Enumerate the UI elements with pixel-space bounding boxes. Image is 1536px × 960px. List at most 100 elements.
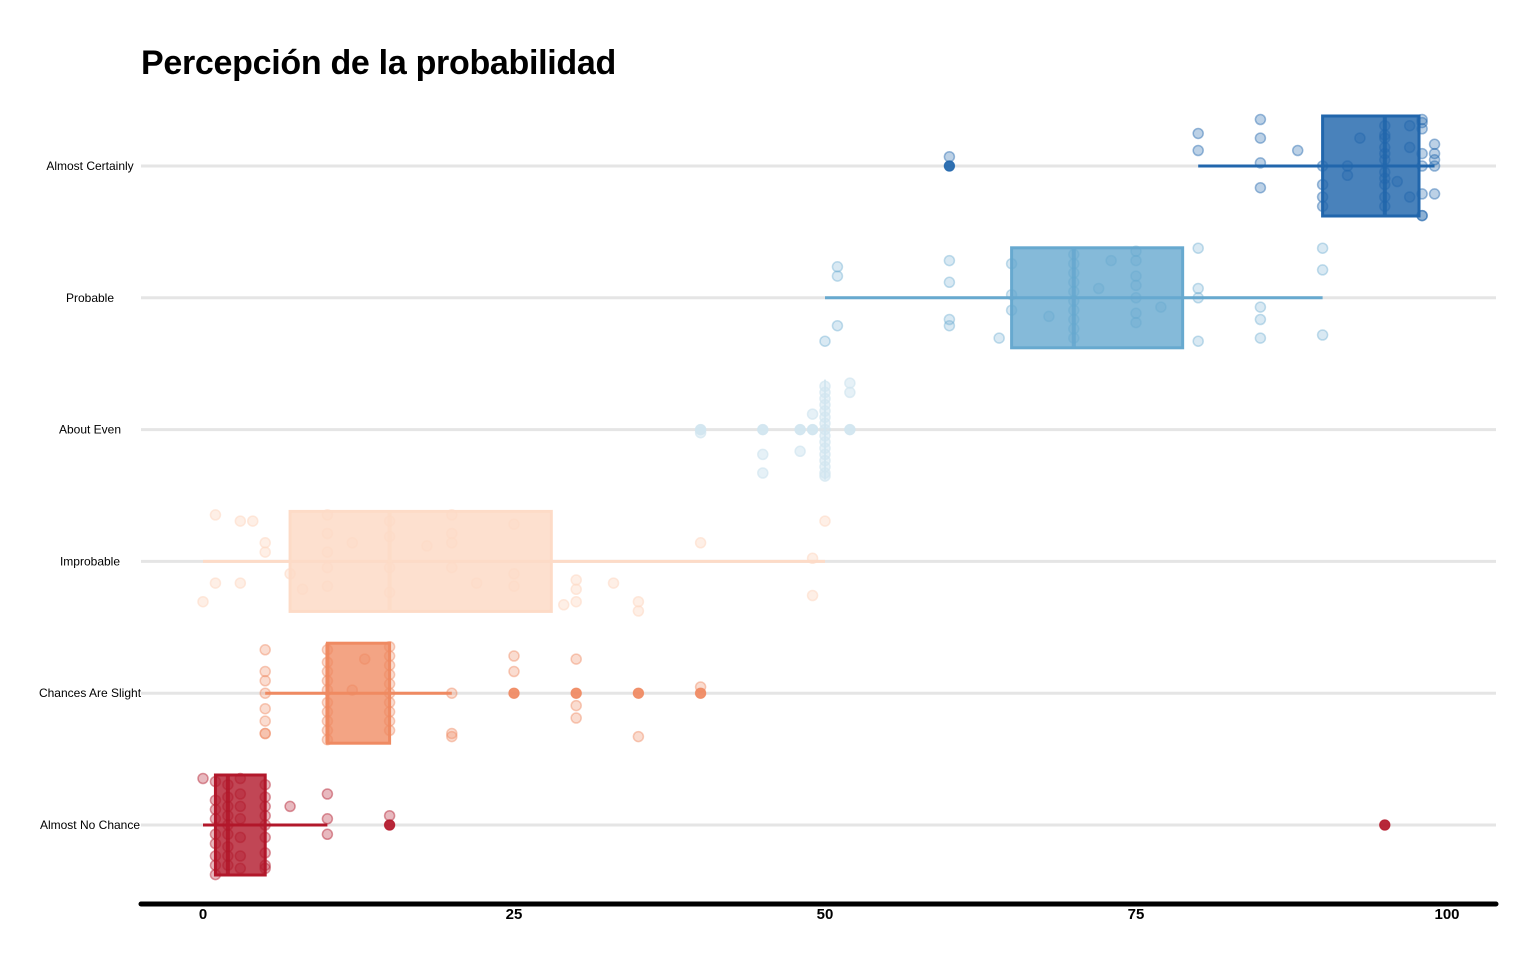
point-chances-are-slight [321, 724, 334, 737]
point-probable [1068, 276, 1080, 289]
point-almost-certainly [1428, 138, 1441, 151]
point-chances-are-slight [321, 675, 334, 687]
point-almost-no-chance [259, 831, 271, 844]
point-almost-no-chance [234, 772, 247, 785]
point-chances-are-slight [259, 644, 271, 656]
point-almost-certainly [1416, 113, 1428, 126]
point-probable [1068, 304, 1080, 316]
point-almost-no-chance [222, 859, 234, 872]
point-chances-are-slight [632, 730, 645, 743]
point-chances-are-slight [321, 733, 334, 746]
point-almost-no-chance [209, 828, 222, 841]
outlier-about-even [757, 424, 769, 436]
point-almost-no-chance [259, 791, 271, 803]
point-improbable [806, 552, 819, 565]
point-almost-no-chance [234, 813, 247, 825]
point-probable [1068, 323, 1080, 335]
point-about-even [806, 408, 819, 420]
category-label-almost-certainly: Almost Certainly [46, 159, 133, 173]
point-improbable [321, 580, 334, 592]
point-improbable [383, 561, 396, 574]
point-almost-certainly [1416, 116, 1428, 129]
point-almost-no-chance [209, 803, 222, 816]
point-almost-no-chance [222, 840, 234, 853]
outlier-almost-certainly [943, 160, 955, 172]
point-improbable [321, 561, 334, 574]
chart-title: Percepción de la probabilidad [141, 44, 616, 82]
point-chances-are-slight [383, 715, 396, 727]
point-improbable [694, 537, 707, 549]
point-chances-are-slight [383, 706, 396, 718]
point-probable [1316, 242, 1329, 254]
point-probable [943, 313, 956, 326]
point-probable [1068, 285, 1080, 298]
point-almost-no-chance [259, 859, 271, 872]
point-improbable [558, 599, 570, 611]
point-improbable [508, 568, 520, 580]
point-chances-are-slight [383, 668, 396, 681]
point-probable [943, 319, 956, 332]
point-almost-no-chance [284, 800, 296, 813]
point-chances-are-slight [570, 699, 582, 712]
point-improbable [607, 577, 620, 589]
point-chances-are-slight [570, 653, 582, 665]
point-improbable [421, 540, 433, 552]
box-almost-no-chance [213, 773, 267, 877]
point-chances-are-slight [321, 656, 334, 668]
point-almost-certainly [1341, 160, 1354, 172]
point-almost-certainly [1379, 119, 1391, 132]
x-tick-label: 50 [817, 906, 834, 923]
x-tick-label: 75 [1128, 906, 1145, 923]
series-layer [197, 113, 1441, 881]
box-improbable [288, 509, 553, 613]
point-almost-no-chance [321, 813, 334, 825]
point-almost-no-chance [234, 800, 247, 813]
point-probable [831, 319, 844, 332]
point-chances-are-slight [321, 644, 334, 656]
point-almost-certainly [1316, 178, 1329, 191]
point-almost-certainly [1416, 147, 1428, 160]
point-almost-certainly [1428, 147, 1441, 160]
point-almost-certainly [1316, 160, 1329, 172]
point-almost-no-chance [234, 850, 247, 862]
point-almost-no-chance [321, 828, 334, 841]
point-improbable [197, 595, 209, 608]
point-almost-certainly [1379, 129, 1391, 141]
point-almost-certainly [1403, 191, 1416, 203]
point-probable [1005, 304, 1018, 316]
point-almost-certainly [1403, 141, 1416, 154]
point-almost-no-chance [209, 868, 222, 881]
point-almost-certainly [1254, 113, 1267, 126]
point-almost-certainly [1416, 209, 1428, 222]
point-probable [1130, 254, 1142, 267]
point-about-even [844, 386, 856, 399]
series-chances-are-slight [259, 640, 707, 746]
outlier-chances-are-slight [695, 687, 707, 699]
point-probable [1068, 248, 1080, 261]
box-almost-certainly [1321, 114, 1421, 218]
point-improbable [209, 577, 222, 589]
point-probable [1005, 288, 1018, 301]
x-tick-label: 25 [506, 906, 523, 923]
series-almost-no-chance [197, 772, 1391, 881]
box-chances-are-slight [325, 641, 392, 745]
point-improbable [446, 561, 458, 574]
x-axis: 0 25 50 75 100 [138, 901, 1499, 923]
point-improbable [446, 527, 458, 540]
point-almost-no-chance [259, 809, 271, 822]
category-label-about-even: About Even [59, 423, 121, 437]
point-chances-are-slight [259, 702, 271, 715]
point-chances-are-slight [259, 715, 271, 727]
point-almost-certainly [1428, 160, 1441, 172]
point-almost-no-chance [222, 809, 234, 822]
series-probable [819, 242, 1329, 350]
box-probable [1010, 246, 1185, 350]
point-chances-are-slight [259, 687, 271, 699]
point-probable [1068, 313, 1080, 326]
point-improbable [284, 568, 296, 580]
point-almost-certainly [1416, 188, 1428, 200]
point-almost-certainly [1192, 127, 1204, 140]
outlier-chances-are-slight [632, 687, 644, 699]
point-almost-no-chance [197, 772, 209, 785]
outlier-about-even [794, 424, 806, 436]
